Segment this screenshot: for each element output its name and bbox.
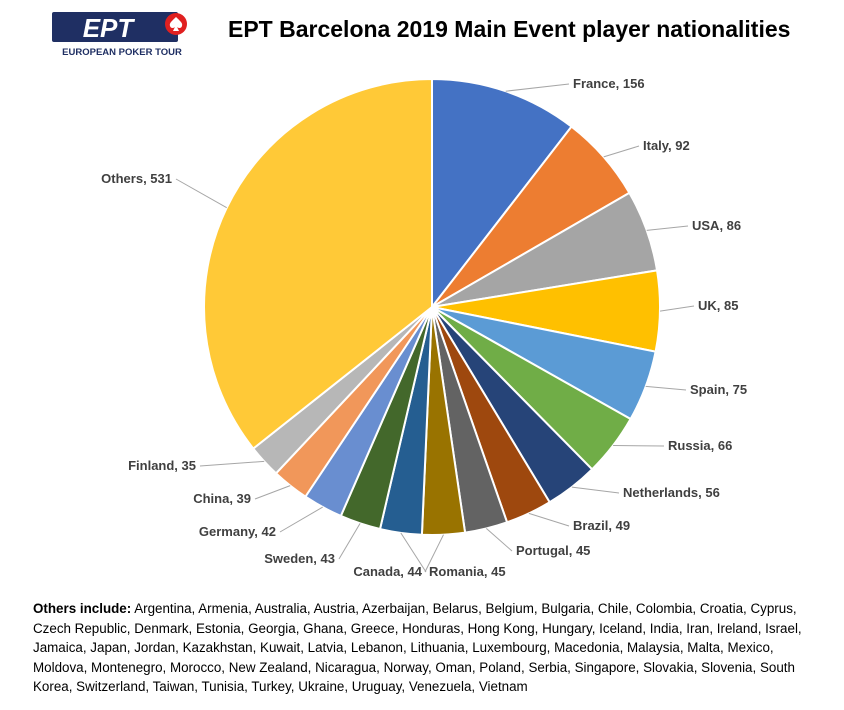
pie-chart: France, 156 Italy, 92 USA, 86 UK, 85 Spain, …	[101, 76, 747, 579]
leader-line-france	[505, 83, 570, 92]
chart-title: EPT Barcelona 2019 Main Event player nat…	[228, 16, 791, 42]
logo-spade-shape	[169, 17, 183, 31]
logo-banner	[52, 12, 178, 42]
leader-line-germany	[279, 506, 323, 533]
leader-line-others	[175, 178, 227, 209]
footnote-text: Argentina, Armenia, Australia, Austria, …	[33, 601, 802, 695]
data-label-finland: Finland, 35	[128, 458, 196, 473]
data-label-russia: Russia, 66	[668, 438, 732, 453]
pie-slice-france	[431, 77, 573, 310]
leader-line-china	[254, 485, 291, 500]
data-label-netherlands: Netherlands, 56	[623, 485, 720, 500]
leader-line-sweden	[338, 523, 361, 560]
data-label-spain: Spain, 75	[690, 382, 747, 397]
leader-line-portugal	[485, 528, 513, 552]
leader-line-brazil	[528, 512, 570, 527]
leader-line-usa	[646, 225, 689, 231]
pie-slice-others	[203, 77, 433, 450]
logo-mark: EPT	[83, 13, 136, 43]
ept-logo: EPT EUROPEAN POKER TOUR	[52, 12, 187, 58]
data-label-canada: Canada, 44	[353, 564, 422, 579]
leader-line-romania	[424, 534, 444, 573]
data-label-usa: USA, 86	[692, 218, 741, 233]
data-label-brazil: Brazil, 49	[573, 518, 630, 533]
leader-line-netherlands	[571, 486, 620, 494]
leader-line-russia	[613, 445, 665, 447]
data-label-france: France, 156	[573, 76, 645, 91]
data-label-italy: Italy, 92	[643, 138, 690, 153]
leader-line-uk	[659, 305, 695, 312]
logo-tagline: EUROPEAN POKER TOUR	[62, 47, 182, 58]
data-label-romania: Romania, 45	[429, 564, 506, 579]
data-label-uk: UK, 85	[698, 298, 738, 313]
leader-line-italy	[603, 145, 640, 158]
leader-line-canada	[400, 532, 427, 573]
data-label-china: China, 39	[193, 491, 251, 506]
data-label-portugal: Portugal, 45	[516, 543, 590, 558]
leader-line-spain	[645, 385, 687, 391]
others-footnote: Others include: Argentina, Armenia, Aust…	[33, 599, 823, 697]
footnote-label: Others include:	[33, 601, 132, 616]
data-label-others: Others, 531	[101, 171, 172, 186]
data-label-sweden: Sweden, 43	[264, 551, 335, 566]
data-label-germany: Germany, 42	[199, 524, 276, 539]
leader-line-finland	[199, 460, 265, 467]
